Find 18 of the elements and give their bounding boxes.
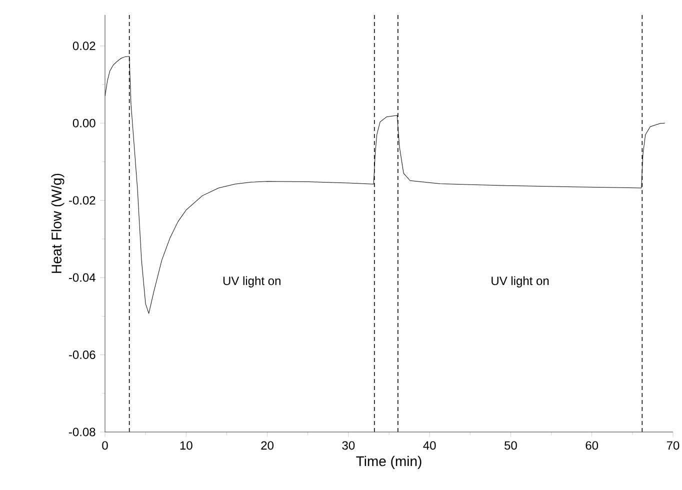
y-axis-title: Heat Flow (W/g): [51, 174, 64, 273]
x-tick-label: 70: [666, 441, 680, 450]
y-tick-label: -0.02: [68, 196, 96, 205]
x-tick-label: 50: [504, 441, 517, 450]
x-tick-label: 40: [423, 441, 436, 450]
x-tick-label: 30: [342, 441, 355, 450]
y-tick-label: 0.02: [72, 42, 96, 50]
y-tick-label: -0.06: [68, 350, 96, 360]
annotation: UV light on: [492, 276, 549, 288]
x-axis-title: Time (min): [356, 456, 422, 469]
x-tick-label: 0: [102, 441, 108, 450]
x-tick-label: 10: [180, 441, 192, 450]
x-tick-label: 60: [586, 441, 598, 450]
y-tick-label: -0.04: [68, 273, 96, 282]
y-tick-label: 0.00: [72, 118, 96, 128]
y-tick-label: -0.08: [68, 428, 96, 436]
annotation: UV light on: [223, 276, 280, 288]
x-tick-label: 20: [261, 441, 274, 450]
